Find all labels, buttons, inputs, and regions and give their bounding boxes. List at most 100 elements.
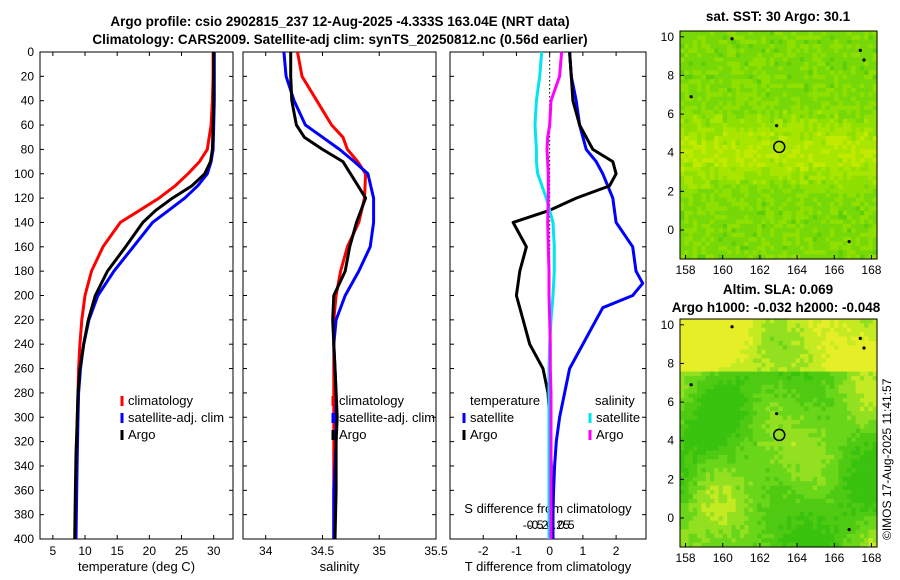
altim-sla-map-cell xyxy=(752,411,758,417)
altim-sla-map-cell xyxy=(757,340,762,346)
altim-sla-map-cell xyxy=(714,485,720,491)
altim-sla-map-cell xyxy=(804,424,810,430)
altim-sla-map-cell xyxy=(838,446,844,452)
sat-sst-map-cell xyxy=(829,237,835,243)
sat-sst-map-cell xyxy=(842,171,848,177)
sat-sst-map-cell xyxy=(799,210,805,216)
sat-sst-map-cell xyxy=(842,180,848,186)
sat-sst-map-cell xyxy=(834,39,840,45)
sat-sst-map-cell xyxy=(705,57,711,63)
sat-sst-map-cell xyxy=(705,254,711,260)
altim-sla-map-cell xyxy=(757,354,762,360)
altim-sla-map-cell xyxy=(692,450,698,456)
sat-sst-map-cell xyxy=(834,162,840,168)
sat-sst-map-cell xyxy=(684,197,690,203)
sat-sst-map-cell xyxy=(731,88,737,93)
sat-sst-map-cell xyxy=(684,215,690,221)
altim-sla-map-cell xyxy=(684,520,690,526)
sat-sst-map-cell xyxy=(688,92,694,98)
altim-sla-map-cell xyxy=(829,327,835,333)
sat-sst-map-cell xyxy=(787,66,792,72)
altim-sla-map-cell xyxy=(821,437,827,443)
sat-sst-map-cell xyxy=(757,241,762,247)
sat-sst-map-cell xyxy=(829,114,835,120)
sat-sst-map-cell xyxy=(804,215,810,221)
sat-sst-map-cell xyxy=(782,202,788,207)
altim-sla-map-cell xyxy=(680,389,685,395)
sat-sst-map-cell xyxy=(692,136,698,142)
altim-sla-map-cell xyxy=(727,367,732,373)
sat-sst-map-cell xyxy=(812,149,818,155)
sat-sst-map-cell xyxy=(709,237,715,243)
altim-sla-map-cell xyxy=(838,498,844,504)
sat-sst-map-cell xyxy=(838,101,844,107)
sat-sst-map-cell xyxy=(842,131,848,137)
sat-sst-map-cell xyxy=(697,35,703,41)
sat-sst-map-cell xyxy=(872,83,878,89)
altim-sla-map-cell xyxy=(727,358,732,364)
sat-sst-map-cell xyxy=(812,171,818,177)
altim-sla-map-cell xyxy=(782,402,788,408)
altim-sla-map-cell xyxy=(834,367,840,373)
altim-sla-map-cell xyxy=(697,340,703,346)
altim-sla-map-cell xyxy=(705,340,711,346)
altim-sla-map-cell xyxy=(757,450,762,456)
sat-sst-map-cell xyxy=(748,223,754,229)
depth-tick-label: 300 xyxy=(14,410,34,424)
altim-sla-map-cell xyxy=(868,358,874,364)
altim-sla-map-cell xyxy=(744,406,750,412)
sat-sst-map-cell xyxy=(744,228,750,234)
sat-sst-map-cell xyxy=(735,188,741,194)
sat-sst-map-cell xyxy=(727,109,732,115)
sat-sst-map-cell xyxy=(761,188,767,194)
altim-sla-map-cell xyxy=(705,538,711,544)
altim-sla-map-cell xyxy=(851,494,857,500)
altim-sla-map-cell xyxy=(799,525,805,531)
altim-sla-map-cell xyxy=(842,428,848,434)
sat-sst-map-cell xyxy=(842,197,848,203)
sat-sst-map-cell xyxy=(757,105,762,111)
altim-sla-map-cell xyxy=(735,397,741,403)
sat-sst-map-cell xyxy=(757,197,762,203)
altim-sla-map-cell xyxy=(872,336,878,342)
sat-sst-map-cell xyxy=(757,210,762,216)
sat-sst-map-cell xyxy=(709,223,715,229)
sat-sst-map-cell xyxy=(812,61,818,67)
altim-sla-map-cell xyxy=(825,319,831,324)
altim-sla-map-cell xyxy=(692,525,698,531)
sat-sst-map-cell xyxy=(834,153,840,159)
altim-sla-map-cell xyxy=(842,529,848,535)
sat-sst-map-cell xyxy=(787,162,792,168)
sat-sst-map-cell xyxy=(868,180,874,186)
sat-sst-map-cell xyxy=(829,202,835,207)
sat-sst-map-cell xyxy=(838,228,844,234)
sat-sst-map-cell xyxy=(744,215,750,221)
sat-sst-map-cell xyxy=(799,92,805,98)
altim-sla-map-cell xyxy=(757,384,762,390)
sat-sst-map-cell xyxy=(752,35,758,41)
sat-sst-map-cell xyxy=(761,52,767,58)
altim-sla-map-cell xyxy=(735,354,741,360)
altim-sla-map-cell xyxy=(838,459,844,465)
altim-sla-map-cell xyxy=(680,485,685,491)
sat-sst-map-cell xyxy=(821,131,827,137)
sat-sst-map-cell xyxy=(692,250,698,256)
altim-sla-map-cell xyxy=(684,498,690,504)
sat-sst-map-cell xyxy=(804,101,810,107)
sat-sst-map-cell xyxy=(765,245,771,251)
altim-sla-map-cell xyxy=(705,389,711,395)
altim-sla-map-cell xyxy=(697,472,703,478)
sat-sst-map-cell xyxy=(787,79,792,85)
sat-sst-map-cell xyxy=(825,131,831,137)
altim-sla-map-cell xyxy=(705,319,711,324)
altim-sla-map-cell xyxy=(769,516,775,522)
altim-sla-map-cell xyxy=(709,319,715,324)
altim-sla-map-cell xyxy=(808,481,814,487)
altim-sla-map-cell xyxy=(812,511,818,517)
altim-sla-map-cell xyxy=(752,520,758,526)
altim-sla-map-cell xyxy=(821,354,827,360)
altim-sla-map-cell xyxy=(817,323,822,329)
altim-sla-map-cell xyxy=(859,358,865,364)
altim-sla-map-cell xyxy=(701,419,707,425)
altim-sla-map-cell xyxy=(748,397,754,403)
